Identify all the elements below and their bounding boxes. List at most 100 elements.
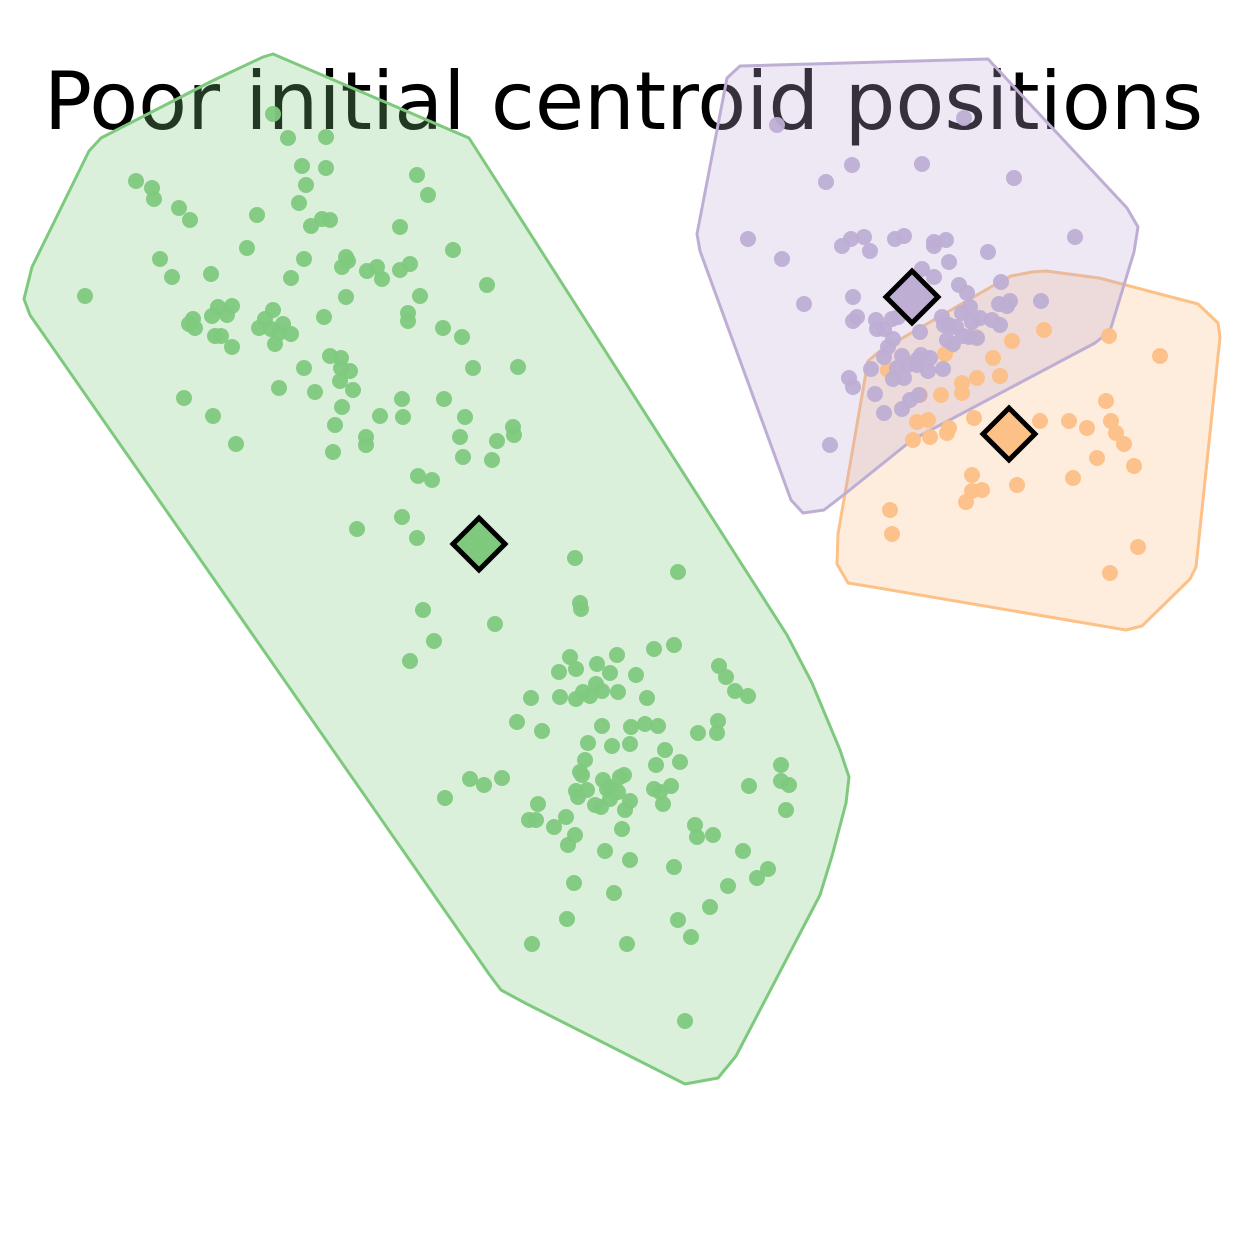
- data-point: [845, 289, 861, 305]
- data-point: [203, 266, 219, 282]
- data-point: [588, 676, 604, 692]
- data-point: [964, 467, 980, 483]
- data-point: [720, 878, 736, 894]
- data-point: [622, 793, 638, 809]
- data-point: [1098, 393, 1114, 409]
- data-point: [580, 735, 596, 751]
- data-point: [876, 405, 892, 421]
- data-point: [1108, 425, 1124, 441]
- data-point: [594, 718, 610, 734]
- data-point: [521, 812, 537, 828]
- data-point: [298, 177, 314, 193]
- data-point: [914, 156, 930, 172]
- data-point: [614, 821, 630, 837]
- data-point: [609, 647, 625, 663]
- data-point: [152, 251, 168, 267]
- data-point: [616, 767, 632, 783]
- data-point: [992, 317, 1008, 333]
- data-point: [1033, 293, 1049, 309]
- data-point: [1089, 450, 1105, 466]
- data-point: [358, 429, 374, 445]
- data-point: [778, 802, 794, 818]
- data-point: [749, 870, 765, 886]
- data-point: [452, 429, 468, 445]
- data-point: [894, 348, 910, 364]
- data-point: [926, 269, 942, 285]
- data-point: [484, 452, 500, 468]
- data-point: [709, 725, 725, 741]
- data-point: [77, 288, 93, 304]
- data-point: [327, 417, 343, 433]
- data-point: [412, 288, 428, 304]
- data-point: [420, 187, 436, 203]
- data-point: [914, 261, 930, 277]
- data-point: [951, 277, 967, 293]
- data-point: [628, 667, 644, 683]
- data-point: [922, 429, 938, 445]
- data-point: [205, 408, 221, 424]
- data-point: [974, 482, 990, 498]
- data-point: [437, 790, 453, 806]
- data-point: [818, 174, 834, 190]
- data-point: [610, 684, 626, 700]
- data-point: [479, 277, 495, 293]
- data-point: [941, 420, 957, 436]
- data-point: [572, 595, 588, 611]
- data-point: [796, 296, 812, 312]
- data-point: [595, 772, 611, 788]
- data-point: [426, 633, 442, 649]
- data-point: [935, 361, 951, 377]
- data-point: [710, 713, 726, 729]
- data-point: [332, 373, 348, 389]
- data-point: [849, 309, 865, 325]
- data-point: [144, 180, 160, 196]
- data-point: [841, 370, 857, 386]
- data-point: [568, 661, 584, 677]
- data-point: [291, 195, 307, 211]
- data-point: [338, 249, 354, 265]
- data-point: [687, 817, 703, 833]
- data-point: [271, 380, 287, 396]
- data-point: [210, 299, 226, 315]
- data-point: [972, 310, 988, 326]
- data-point: [402, 653, 418, 669]
- data-point: [1004, 333, 1020, 349]
- data-point: [670, 912, 686, 928]
- data-point: [345, 382, 361, 398]
- data-point: [445, 242, 461, 258]
- data-point: [558, 809, 574, 825]
- data-point: [622, 736, 638, 752]
- data-point: [922, 350, 938, 366]
- data-point: [941, 254, 957, 270]
- data-point: [575, 684, 591, 700]
- data-point: [868, 312, 884, 328]
- data-point: [882, 502, 898, 518]
- data-point: [912, 324, 928, 340]
- data-point: [176, 390, 192, 406]
- data-point: [424, 472, 440, 488]
- data-point: [672, 754, 688, 770]
- data-point: [1036, 322, 1052, 338]
- data-point: [577, 752, 593, 768]
- data-point: [476, 777, 492, 793]
- data-point: [207, 328, 223, 344]
- data-point: [867, 386, 883, 402]
- data-point: [349, 521, 365, 537]
- data-point: [294, 158, 310, 174]
- data-point: [933, 387, 949, 403]
- data-point: [409, 530, 425, 546]
- data-point: [622, 852, 638, 868]
- data-point: [666, 859, 682, 875]
- data-point: [773, 773, 789, 789]
- data-point: [844, 157, 860, 173]
- data-point: [462, 771, 478, 787]
- data-point: [905, 432, 921, 448]
- data-point: [705, 827, 721, 843]
- data-point: [574, 767, 590, 783]
- data-point: [494, 770, 510, 786]
- data-point: [911, 387, 927, 403]
- data-point: [993, 274, 1009, 290]
- data-point: [228, 436, 244, 452]
- data-point: [711, 658, 727, 674]
- data-point: [318, 160, 334, 176]
